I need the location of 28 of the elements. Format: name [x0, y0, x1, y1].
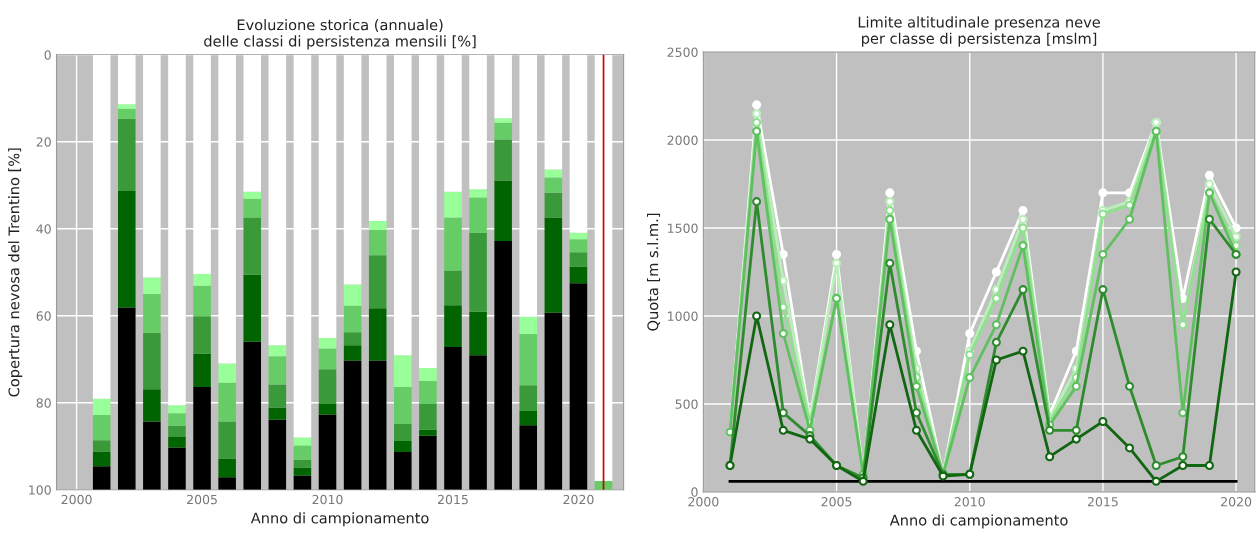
y-tick-label: 60 — [36, 311, 51, 321]
y-axis-title: Copertura nevosa del Trentino [%] — [8, 148, 23, 397]
x-axis-title: Anno di campionamento — [250, 512, 429, 527]
y-tick-label: 20 — [36, 137, 51, 147]
x-tick-label: 2015 — [437, 494, 468, 505]
y-tick-label: 2500 — [667, 47, 698, 58]
x-tick-label: 2020 — [1221, 496, 1252, 507]
y-tick-label: 500 — [675, 399, 698, 409]
y-axis-title: Quota [m s.l.m.] — [647, 213, 661, 331]
x-tick-label: 2015 — [1087, 496, 1118, 507]
y-tick-label: 40 — [36, 224, 51, 234]
y-tick-label: 100 — [29, 485, 51, 495]
x-tick-label: 2010 — [312, 494, 343, 505]
y-tick-label: 0 — [691, 487, 698, 497]
x-tick-label: 2005 — [187, 494, 217, 505]
x-tick-label: 2000 — [688, 496, 719, 507]
y-tick-label: 1000 — [668, 311, 698, 321]
chart-title: Limite altitudinale presenza neve per classe di persistenza [mslm] — [858, 16, 1100, 47]
y-tick-label: 2000 — [667, 135, 698, 145]
x-tick-label: 2005 — [821, 496, 852, 507]
y-tick-label: 1500 — [668, 223, 698, 233]
x-tick-label: 2000 — [61, 494, 92, 505]
y-tick-label: 80 — [36, 398, 51, 408]
x-tick-label: 2020 — [563, 494, 594, 505]
y-tick-label: 0 — [44, 50, 51, 60]
x-axis-title: Anno di campionamento — [889, 514, 1068, 529]
chart-title: Evoluzione storica (annuale) delle classi di persistenza mensili [%] — [204, 19, 476, 50]
x-tick-label: 2010 — [954, 496, 985, 507]
